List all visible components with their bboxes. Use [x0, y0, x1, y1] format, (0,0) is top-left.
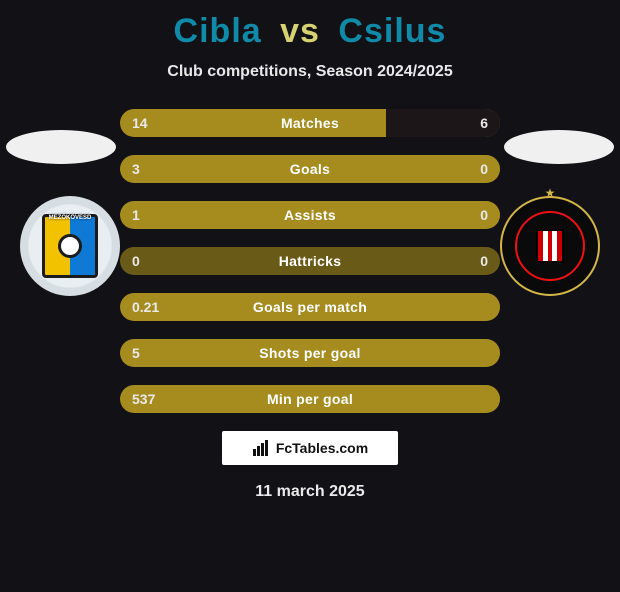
team-right-badge: ★	[500, 196, 600, 296]
stat-row: 00Hattricks	[120, 247, 500, 275]
page-title: Cibla vs Csilus	[0, 12, 620, 51]
vs-label: vs	[280, 12, 320, 50]
stat-label: Assists	[120, 201, 500, 229]
shield-icon: MEZŐKÖVESD	[42, 214, 98, 278]
shield-text: MEZŐKÖVESD	[47, 215, 93, 221]
stat-row: 537Min per goal	[120, 385, 500, 413]
stat-row: 146Matches	[120, 109, 500, 137]
team-left-badge: MEZŐKÖVESD	[20, 196, 120, 296]
stats-list: 146Matches 30Goals 10Assists 00Hattricks 0.2…	[120, 109, 500, 413]
stat-label: Shots per goal	[120, 339, 500, 367]
stat-label: Min per goal	[120, 385, 500, 413]
stat-label: Goals per match	[120, 293, 500, 321]
right-ellipse-decoration	[504, 130, 614, 164]
brand-text: FcTables.com	[276, 440, 368, 456]
stat-row: 0.21Goals per match	[120, 293, 500, 321]
stripes-icon	[536, 229, 564, 263]
stat-row: 5Shots per goal	[120, 339, 500, 367]
subtitle: Club competitions, Season 2024/2025	[0, 63, 620, 81]
player2-name: Csilus	[338, 12, 446, 50]
stat-label: Hattricks	[120, 247, 500, 275]
stat-row: 10Assists	[120, 201, 500, 229]
star-icon: ★	[545, 186, 556, 200]
date-label: 11 march 2025	[0, 483, 620, 501]
brand-plate[interactable]: FcTables.com	[222, 431, 398, 465]
stat-label: Goals	[120, 155, 500, 183]
left-ellipse-decoration	[6, 130, 116, 164]
stat-row: 30Goals	[120, 155, 500, 183]
crest-icon	[515, 211, 585, 281]
brand-logo-icon	[252, 439, 270, 457]
stat-label: Matches	[120, 109, 500, 137]
player1-name: Cibla	[174, 12, 262, 50]
